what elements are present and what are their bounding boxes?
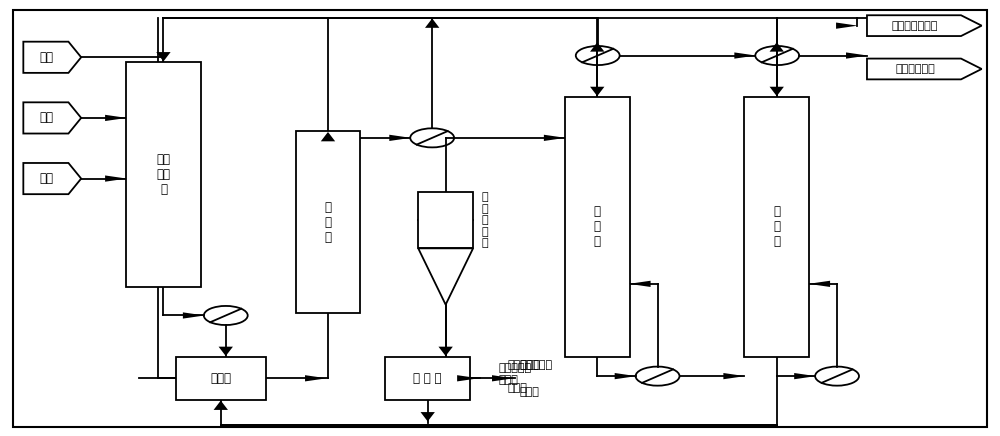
Bar (296, 131, 360, 313)
Bar (418, 192, 473, 249)
Polygon shape (590, 42, 604, 51)
Polygon shape (105, 175, 127, 182)
Text: 光气: 光气 (39, 112, 53, 124)
Polygon shape (544, 135, 565, 141)
Polygon shape (492, 375, 514, 382)
Text: 去废渣处理
理系统: 去废渣处理 理系统 (498, 363, 531, 385)
Bar (565, 97, 630, 357)
Text: 粗
酯
塔: 粗 酯 塔 (594, 205, 601, 248)
Bar (126, 62, 201, 287)
Text: 去尾气处理系统: 去尾气处理系统 (892, 20, 938, 31)
Polygon shape (770, 87, 784, 96)
Polygon shape (156, 52, 171, 61)
Bar (385, 357, 470, 400)
Polygon shape (867, 15, 982, 36)
Polygon shape (305, 375, 327, 382)
Text: 去产品中间罐: 去产品中间罐 (895, 64, 935, 74)
Text: 分
解
器: 分 解 器 (324, 201, 331, 244)
Polygon shape (809, 281, 830, 287)
Bar (176, 357, 266, 400)
Text: 甲胺: 甲胺 (39, 172, 53, 185)
Polygon shape (590, 87, 604, 96)
Text: 去废渣处理: 去废渣处理 (520, 360, 553, 370)
Polygon shape (421, 412, 435, 422)
Text: 溶剂: 溶剂 (39, 51, 53, 64)
Polygon shape (770, 42, 784, 51)
Polygon shape (836, 23, 858, 29)
Polygon shape (734, 52, 756, 59)
Polygon shape (389, 135, 411, 141)
Text: 理系统: 理系统 (508, 383, 528, 393)
Polygon shape (438, 347, 453, 356)
Text: 汽
液
分
离
器: 汽 液 分 离 器 (481, 192, 488, 249)
Polygon shape (615, 373, 636, 379)
Polygon shape (723, 373, 745, 379)
Text: 理系统: 理系统 (520, 387, 540, 397)
Polygon shape (629, 281, 651, 287)
Polygon shape (846, 52, 868, 59)
Text: 合成
反应
器: 合成 反应 器 (156, 153, 170, 196)
Polygon shape (457, 375, 479, 382)
Polygon shape (219, 347, 233, 356)
Polygon shape (418, 249, 473, 305)
Polygon shape (23, 163, 81, 194)
Text: 精
酯
塔: 精 酯 塔 (773, 205, 780, 248)
Text: 去废渣处理: 去废渣处理 (508, 360, 541, 370)
Polygon shape (425, 18, 439, 28)
Polygon shape (23, 102, 81, 133)
Polygon shape (183, 312, 204, 319)
Polygon shape (214, 401, 228, 410)
Polygon shape (867, 58, 982, 79)
Polygon shape (321, 132, 335, 141)
Polygon shape (23, 42, 81, 73)
Text: 除 渣 器: 除 渣 器 (413, 372, 442, 385)
Bar (744, 97, 809, 357)
Polygon shape (794, 373, 816, 379)
Text: 混液槽: 混液槽 (210, 372, 231, 385)
Polygon shape (105, 115, 127, 121)
